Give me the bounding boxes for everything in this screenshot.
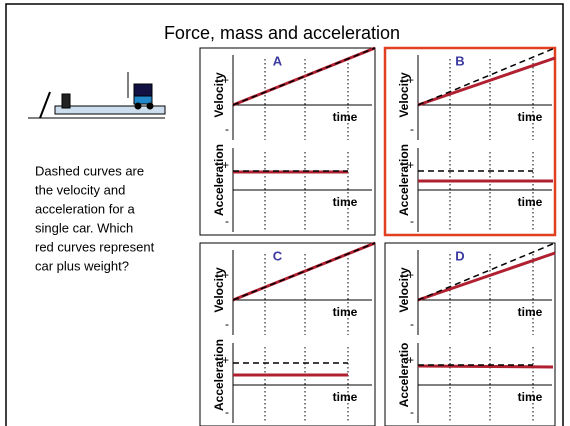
- dashed-velocity: [417, 47, 556, 106]
- minus-sign: -: [410, 214, 414, 228]
- panel-label: A: [273, 53, 283, 68]
- description-line: red curves represent: [35, 239, 155, 254]
- dashed-velocity: [417, 242, 556, 301]
- panel-label: D: [455, 248, 464, 263]
- minus-sign: -: [225, 214, 229, 228]
- time-label: time: [518, 390, 543, 404]
- plus-sign: +: [407, 158, 414, 172]
- acceleration-label: Acceleratio: [397, 343, 411, 408]
- acceleration-label: Acceleration: [397, 144, 411, 216]
- minus-sign: -: [225, 317, 229, 331]
- time-label: time: [333, 305, 358, 319]
- velocity-label: Velocity: [212, 267, 226, 313]
- panel-border: [383, 46, 557, 237]
- panel-label: B: [455, 53, 464, 68]
- panel-label: C: [273, 248, 283, 263]
- plus-sign: +: [222, 268, 229, 282]
- title: Force, mass and acceleration: [164, 23, 400, 43]
- red-acceleration: [417, 364, 554, 369]
- panel: + - time + - time Velocity Acceleration B: [383, 46, 557, 237]
- minus-sign: -: [225, 405, 229, 419]
- velocity-label: Velocity: [397, 72, 411, 118]
- plus-sign: +: [222, 73, 229, 87]
- plus-sign: +: [407, 268, 414, 282]
- panel: + - time + - time Velocity Acceleratio D: [384, 242, 556, 426]
- panel-border: [199, 242, 376, 426]
- plus-sign: +: [407, 73, 414, 87]
- time-label: time: [518, 195, 543, 209]
- panel: + - time + - time Velocity Acceleration C: [199, 241, 376, 426]
- panel: + - time + - time Velocity Acceleration A: [199, 46, 376, 236]
- minus-sign: -: [410, 317, 414, 331]
- time-label: time: [518, 305, 543, 319]
- minus-sign: -: [410, 405, 414, 419]
- plus-sign: +: [222, 158, 229, 172]
- dashed-velocity: [232, 242, 376, 301]
- slide-border: [5, 3, 564, 426]
- minus-sign: -: [410, 122, 414, 136]
- minus-sign: -: [225, 122, 229, 136]
- description-line: Dashed curves are: [35, 163, 144, 178]
- description-line: the velocity and: [35, 182, 125, 197]
- dashed-velocity: [232, 47, 376, 106]
- apparatus: [28, 72, 166, 119]
- acceleration-label: Acceleration: [212, 339, 226, 411]
- velocity-label: Velocity: [212, 72, 226, 118]
- acceleration-label: Acceleration: [212, 144, 226, 216]
- panel-border: [199, 47, 376, 236]
- time-label: time: [518, 110, 543, 124]
- description-line: single car. Which: [35, 220, 133, 235]
- velocity-label: Velocity: [397, 267, 411, 313]
- description-line: acceleration for a: [35, 201, 135, 216]
- description-line: car plus weight?: [35, 258, 129, 273]
- time-label: time: [333, 390, 358, 404]
- red-velocity: [417, 56, 556, 107]
- time-label: time: [333, 195, 358, 209]
- panel-border: [384, 242, 556, 426]
- plus-sign: +: [407, 353, 414, 367]
- time-label: time: [333, 110, 358, 124]
- plus-sign: +: [222, 353, 229, 367]
- red-velocity: [417, 251, 556, 302]
